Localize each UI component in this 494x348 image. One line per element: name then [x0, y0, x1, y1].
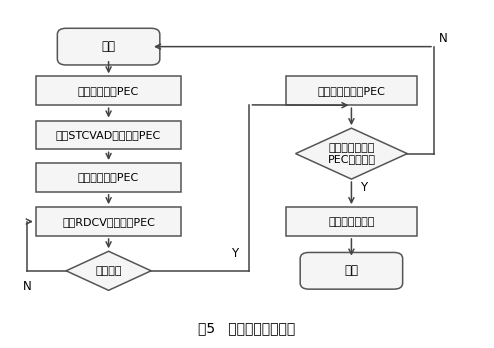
FancyBboxPatch shape	[36, 163, 181, 192]
FancyBboxPatch shape	[300, 252, 403, 289]
FancyBboxPatch shape	[286, 76, 417, 105]
Text: 开始: 开始	[102, 40, 116, 53]
Text: 计算电池电压値: 计算电池电压値	[328, 216, 374, 227]
FancyBboxPatch shape	[36, 120, 181, 149]
Text: 发送地址及其PEC: 发送地址及其PEC	[78, 86, 139, 96]
Text: 计算接收数据的PEC: 计算接收数据的PEC	[318, 86, 385, 96]
Text: Y: Y	[360, 181, 367, 194]
Polygon shape	[295, 128, 407, 179]
Text: 结束: 结束	[344, 264, 359, 277]
Text: Y: Y	[231, 247, 239, 260]
Text: 发送STCVAD命令及其PEC: 发送STCVAD命令及其PEC	[56, 130, 161, 140]
Text: 发送RDCV命令及其PEC: 发送RDCV命令及其PEC	[62, 216, 155, 227]
FancyBboxPatch shape	[36, 207, 181, 236]
Text: N: N	[23, 279, 31, 293]
FancyBboxPatch shape	[286, 207, 417, 236]
Text: 发送与计算机的
PEC是否相同: 发送与计算机的 PEC是否相同	[328, 143, 375, 164]
FancyBboxPatch shape	[36, 76, 181, 105]
FancyBboxPatch shape	[57, 28, 160, 65]
Polygon shape	[66, 251, 151, 290]
Text: 发送地址及其PEC: 发送地址及其PEC	[78, 172, 139, 182]
Text: N: N	[439, 32, 448, 45]
Text: 接收完毕: 接收完毕	[95, 266, 122, 276]
Text: 图5   读写存储器流程图: 图5 读写存储器流程图	[199, 321, 295, 335]
